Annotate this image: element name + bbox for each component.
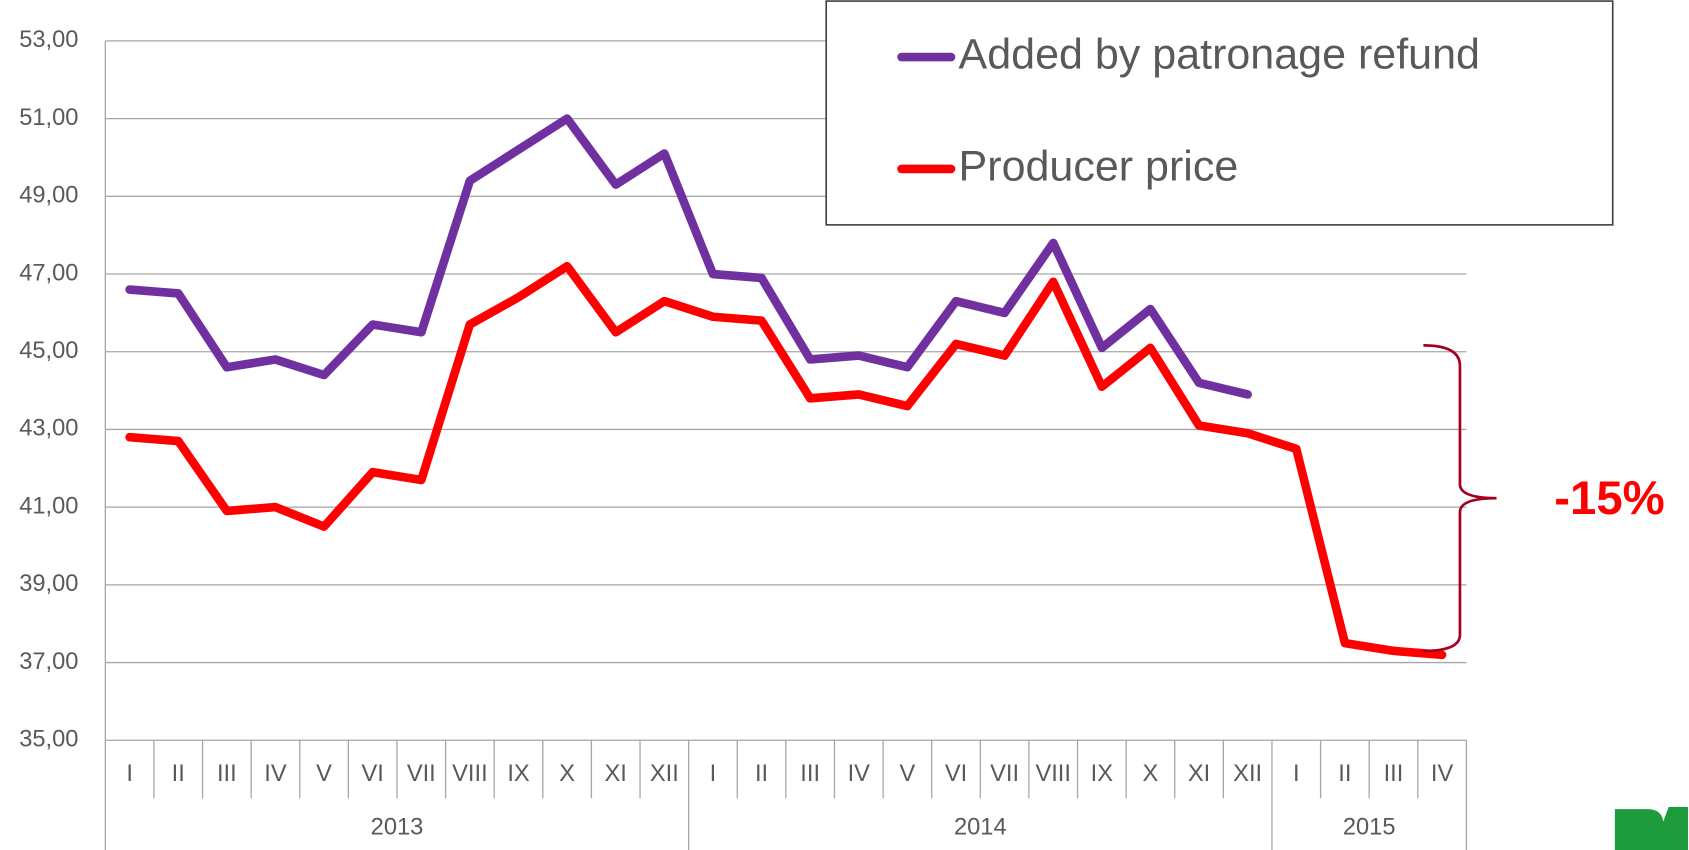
x-tick-label: VI: [945, 761, 967, 787]
x-tick-label: I: [126, 761, 133, 787]
y-tick-label: 43,00: [19, 416, 78, 442]
x-tick-label: X: [559, 761, 575, 787]
x-tick-label: IX: [507, 761, 530, 787]
y-tick-label: 41,00: [19, 493, 78, 519]
x-tick-label: I: [1293, 761, 1300, 787]
x-tick-label: II: [172, 761, 185, 787]
plot: 35,00 37,00 39,00 41,00 43,00 45,00 47,00 49,00…: [19, 0, 1614, 850]
brace: [1423, 344, 1497, 653]
logo: [1614, 806, 1689, 850]
x-tick-label: II: [755, 761, 768, 787]
x-tick-label: XI: [605, 761, 627, 787]
x-tick-label: I: [710, 761, 717, 787]
x-tick-label: V: [899, 761, 915, 787]
y-tick-label: 53,00: [19, 27, 78, 53]
x-tick-label: XII: [650, 761, 679, 787]
x-tick-label: XI: [1188, 761, 1210, 787]
x-tick-label: III: [217, 761, 237, 787]
x-tick-label: IX: [1091, 761, 1114, 787]
x-tick-label: VII: [990, 761, 1019, 787]
x-tick-label: III: [800, 761, 820, 787]
x-tick-label: X: [1143, 761, 1159, 787]
year-label: 2014: [954, 815, 1007, 841]
x-tick-label: VI: [361, 761, 383, 787]
y-tick-label: 37,00: [19, 649, 78, 675]
legend-label: Producer price: [959, 142, 1239, 190]
legend-box: [825, 0, 1614, 226]
x-tick-label: IV: [848, 761, 871, 787]
x-tick-label: VIII: [1035, 761, 1071, 787]
y-tick-label: 47,00: [19, 260, 78, 286]
y-tick-label: 35,00: [19, 727, 78, 753]
x-tick-label: VIII: [452, 761, 488, 787]
series-line: [125, 114, 1252, 399]
series-line: [125, 261, 1447, 660]
y-tick-label: 49,00: [19, 183, 78, 209]
legend-label: Added by patronage refund: [959, 30, 1480, 78]
x-tick-label: IV: [1431, 761, 1454, 787]
x-tick-label: IV: [264, 761, 287, 787]
year-label: 2015: [1343, 815, 1396, 841]
y-tick-label: 51,00: [19, 105, 78, 131]
legend: Added by patronage refund Producer price: [825, 0, 1614, 226]
year-label: 2013: [371, 815, 424, 841]
x-tick-label: III: [1384, 761, 1404, 787]
x-tick-label: VII: [407, 761, 436, 787]
x-tick-label: II: [1338, 761, 1351, 787]
y-tick-label: 39,00: [19, 571, 78, 597]
x-tick-label: XII: [1233, 761, 1262, 787]
x-tick-label: V: [316, 761, 332, 787]
y-tick-label: 45,00: [19, 338, 78, 364]
annotation: -15%: [1554, 472, 1665, 525]
